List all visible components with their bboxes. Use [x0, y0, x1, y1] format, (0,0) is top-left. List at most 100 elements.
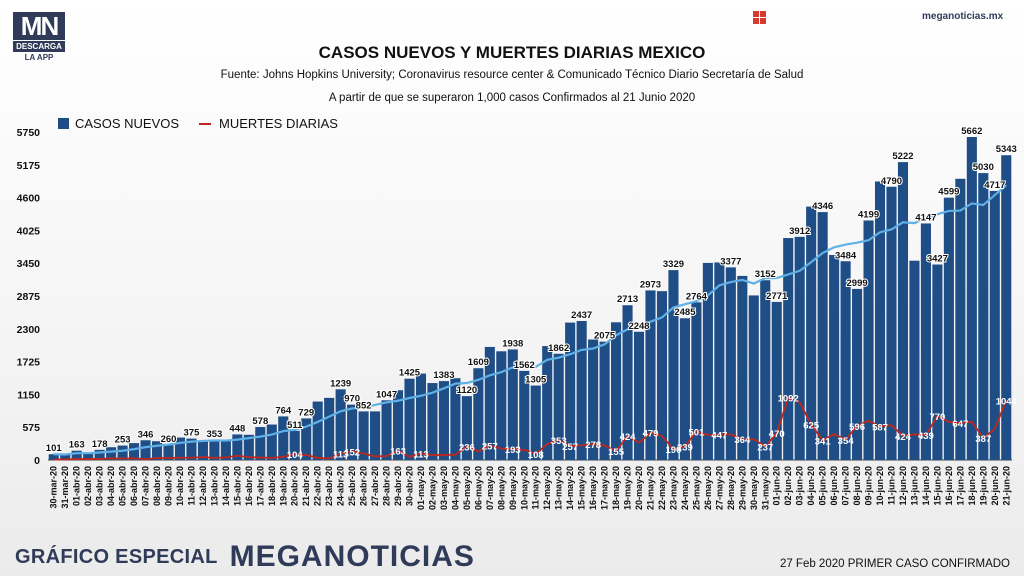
x-tick-label: 02-jun-20 [783, 466, 793, 506]
bar [473, 368, 484, 460]
x-tick-label: 15-may-20 [577, 466, 587, 510]
bar [966, 137, 977, 460]
bar-value-label: 353 [206, 429, 222, 440]
bar-value-label: 101 [46, 443, 63, 454]
x-tick-label: 20-jun-20 [990, 466, 1000, 506]
bar-value-label: 4199 [858, 209, 879, 220]
x-tick-label: 01-abr-20 [72, 466, 82, 506]
bar [909, 260, 920, 460]
death-value-label: 596 [849, 422, 865, 433]
logo-app-label: LA APP [24, 53, 54, 62]
bar [622, 305, 633, 460]
bar [117, 445, 128, 460]
bar-value-label: 1862 [548, 343, 569, 354]
death-value-label: 257 [482, 441, 498, 452]
bar [542, 346, 553, 460]
footer-brand-logo: MEGANOTICIAS [229, 540, 475, 573]
x-tick-label: 31-mar-20 [60, 466, 70, 509]
death-value-label: 1092 [778, 394, 799, 405]
x-tick-label: 20-may-20 [634, 466, 644, 510]
chart-legend: CASOS NUEVOS MUERTES DIARIAS [58, 116, 338, 131]
bar [60, 454, 71, 460]
bar [519, 370, 530, 460]
bar [679, 318, 690, 460]
bar [209, 439, 220, 460]
death-value-label: 113 [413, 450, 428, 461]
x-tick-label: 18-may-20 [611, 466, 621, 510]
app-logo[interactable]: MN DESCARGA LA APP [13, 12, 65, 62]
x-tick-label: 16-jun-20 [944, 466, 954, 506]
bar [347, 404, 358, 460]
bar-value-label: 729 [298, 407, 314, 418]
x-tick-label: 05-may-20 [462, 466, 472, 510]
x-tick-label: 30-abr-20 [405, 466, 415, 506]
bar [438, 381, 449, 460]
x-tick-label: 07-jun-20 [841, 466, 851, 506]
bar [335, 389, 346, 460]
bar [920, 223, 931, 460]
x-tick-label: 28-abr-20 [382, 466, 392, 506]
x-tick-label: 18-jun-20 [967, 466, 977, 506]
death-value-label: 501 [688, 427, 705, 438]
brand-flag-icon [753, 11, 766, 24]
bar-value-label: 1383 [433, 370, 454, 381]
death-value-label: 1044 [996, 396, 1018, 407]
bar-value-label: 2771 [766, 291, 788, 302]
bar [255, 427, 266, 460]
death-value-label: 647 [952, 419, 968, 430]
x-tick-label: 10-abr-20 [175, 466, 185, 506]
bar [656, 291, 668, 460]
x-tick-label: 03-may-20 [439, 466, 449, 510]
bar-value-label: 3484 [835, 250, 857, 261]
bar [404, 378, 415, 460]
death-value-label: 353 [551, 436, 567, 447]
bar [725, 267, 736, 460]
x-tick-label: 08-jun-20 [852, 466, 862, 506]
bar-value-label: 3912 [789, 226, 810, 237]
bar-value-label: 5222 [892, 151, 913, 162]
bar-value-label: 4717 [984, 180, 1005, 191]
bar [232, 434, 243, 460]
x-tick-label: 01-jun-20 [772, 466, 782, 506]
bar-value-label: 5030 [973, 162, 994, 173]
moving-average-line [53, 184, 1007, 456]
footer-note: 27 Feb 2020 PRIMER CASO CONFIRMADO [779, 558, 1010, 570]
x-tick-label: 14-jun-20 [921, 466, 931, 506]
bar [243, 434, 254, 460]
bar [633, 331, 645, 460]
x-tick-label: 22-abr-20 [313, 466, 323, 506]
bar [48, 454, 59, 460]
legend-label-deaths: MUERTES DIARIAS [219, 116, 338, 131]
x-tick-label: 26-abr-20 [359, 466, 369, 506]
x-tick-label: 19-abr-20 [278, 466, 288, 506]
site-url[interactable]: meganoticias.mx [922, 11, 1004, 22]
death-value-label: 625 [803, 420, 820, 431]
x-tick-label: 10-jun-20 [875, 466, 885, 506]
bar [576, 320, 587, 460]
x-tick-label: 21-abr-20 [301, 466, 311, 506]
footer-special-label: GRÁFICO ESPECIAL [15, 545, 218, 568]
bar-value-label: 852 [356, 400, 372, 411]
x-tick-label: 27-may-20 [714, 466, 724, 510]
y-tick-label: 3450 [17, 258, 41, 270]
y-tick-label: 5750 [17, 127, 41, 139]
bar [748, 295, 759, 460]
bar [1001, 155, 1012, 461]
death-value-label: 152 [344, 447, 360, 458]
x-tick-label: 17-abr-20 [255, 466, 265, 506]
x-tick-label: 04-may-20 [450, 466, 460, 510]
bar-value-label: 260 [161, 434, 177, 445]
x-tick-label: 13-jun-20 [909, 466, 919, 506]
x-tick-label: 28-may-20 [726, 466, 736, 510]
y-tick-label: 2300 [17, 324, 41, 336]
bar [461, 396, 472, 460]
bar [289, 430, 300, 460]
x-tick-label: 30-may-20 [749, 466, 759, 510]
bar [71, 450, 82, 460]
bar [496, 351, 507, 460]
bar [760, 280, 771, 460]
x-tick-label: 14-may-20 [565, 466, 575, 510]
x-tick-label: 12-abr-20 [198, 466, 208, 506]
bar-value-label: 578 [252, 416, 268, 427]
